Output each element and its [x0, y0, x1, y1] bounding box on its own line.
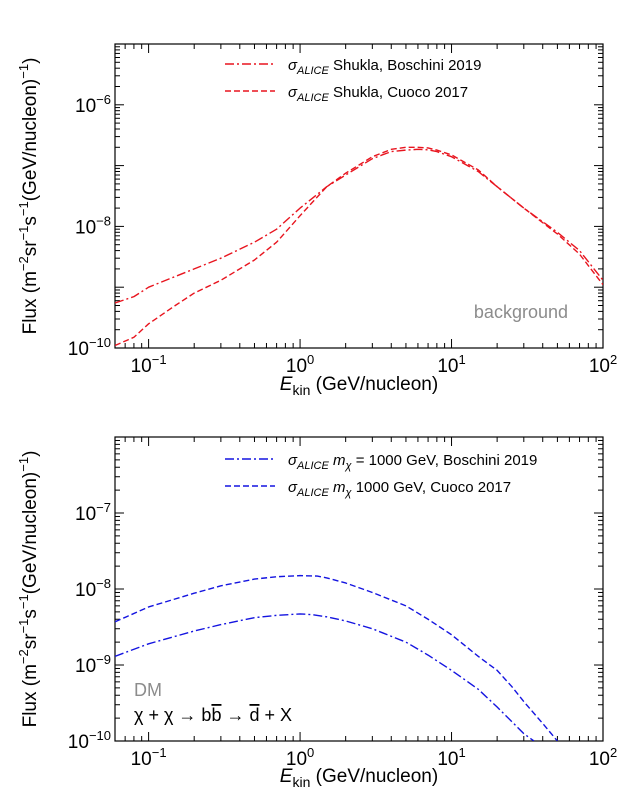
x-tick-label: 101 — [437, 352, 465, 377]
axis-ticks — [114, 43, 604, 349]
process-formula: χ + χ → bb → d + X — [134, 705, 292, 725]
series-line-1 — [115, 613, 535, 741]
x-tick-label: 100 — [286, 745, 314, 770]
legend-entry: σALICE mχ = 1000 GeV, Boschini 2019 — [288, 452, 537, 472]
x-tick-label: 10−1 — [131, 745, 167, 770]
legend: σALICE mχ = 1000 GeV, Boschini 2019 σALIC… — [225, 452, 537, 499]
x-axis-label: Ekin (GeV/nucleon) — [280, 766, 438, 790]
x-tick-label: 102 — [589, 352, 617, 377]
plot-frame — [114, 43, 604, 349]
x-tick-label: 100 — [286, 352, 314, 377]
series-line-2 — [115, 146, 603, 347]
y-tick-label: 10−8 — [75, 213, 111, 238]
background-flux-panel: 10−1 100 101 102 10−10 10−8 10−6 Ekin (GeV/nucl… — [16, 43, 617, 398]
y-tick-label: 10−6 — [75, 92, 111, 117]
y-tick-label: 10−9 — [75, 652, 111, 677]
x-tick-label: 101 — [437, 745, 465, 770]
legend-entry: σALICE Shukla, Cuoco 2017 — [288, 84, 468, 104]
y-tick-label: 10−7 — [75, 500, 111, 525]
series-lines — [115, 146, 603, 347]
x-tick-label: 10−1 — [131, 352, 167, 377]
series-lines — [115, 574, 558, 741]
series-line-2 — [115, 574, 558, 741]
panel-annotation: DM — [134, 680, 162, 700]
legend: σALICE Shukla, Boschini 2019 σALICE Shukl… — [225, 57, 481, 104]
y-tick-label: 10−10 — [68, 728, 111, 753]
legend-entry: σALICE Shukla, Boschini 2019 — [288, 57, 481, 77]
x-axis-label: Ekin (GeV/nucleon) — [280, 374, 438, 398]
panel-annotation: background — [474, 302, 568, 322]
y-axis-label: Flux (m−2sr−1s−1(GeV/nucleon)−1) — [16, 451, 41, 728]
y-axis-label: Flux (m−2sr−1s−1(GeV/nucleon)−1) — [16, 58, 41, 335]
axis-ticks — [114, 436, 604, 742]
x-tick-label: 102 — [589, 745, 617, 770]
dark-matter-flux-panel: 10−1 100 101 102 10−10 10−9 10−8 10−7 Ekin (GeV/… — [16, 436, 617, 790]
legend-entry: σALICE mχ 1000 GeV, Cuoco 2017 — [288, 479, 511, 499]
y-tick-label: 10−8 — [75, 576, 111, 601]
y-tick-label: 10−10 — [68, 335, 111, 360]
series-line-1 — [115, 148, 603, 304]
